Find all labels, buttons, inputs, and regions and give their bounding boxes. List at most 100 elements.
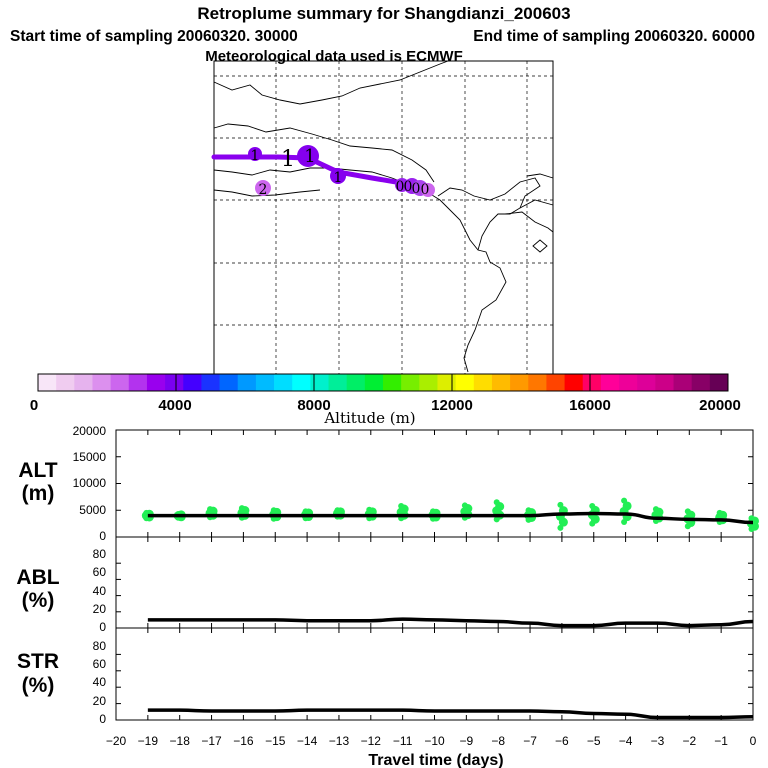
colorbar-cell [346, 374, 366, 391]
end-time-label: End time of sampling 20060320. 60000 [473, 28, 755, 45]
x-tick-label: −12 [361, 734, 382, 748]
x-tick-label: −6 [555, 734, 569, 748]
alt-ytick: 20000 [73, 424, 107, 438]
alt-scatter-point [366, 506, 373, 513]
alt-scatter-point [525, 507, 532, 514]
colorbar-frame [37, 373, 729, 392]
str-ytick: 80 [93, 639, 107, 653]
alt-ytick: 0 [99, 529, 106, 543]
colorbar-cell [146, 374, 166, 391]
x-tick-label: −4 [619, 734, 633, 748]
alt-ytick: 10000 [73, 476, 107, 490]
alt-scatter-point [302, 508, 309, 515]
alt-ytick: 15000 [73, 450, 107, 464]
abl-panel-label: ABL [16, 566, 59, 589]
abl-ytick: 20 [93, 602, 107, 616]
alt-scatter-point [589, 502, 596, 509]
map-marker [255, 180, 271, 196]
abl-ytick: 0 [99, 620, 106, 634]
colorbar-cell [255, 374, 275, 391]
map-marker [248, 147, 262, 161]
x-tick-label: −19 [138, 734, 159, 748]
x-tick-label: −9 [460, 734, 474, 748]
colorbar-cell [510, 374, 529, 391]
colorbar-cell [582, 374, 602, 391]
x-tick-label: −11 [393, 734, 413, 748]
alt-scatter-point [716, 509, 723, 516]
colorbar-cell [219, 374, 239, 391]
colorbar-cell [74, 374, 93, 391]
alt-scatter-point [621, 497, 628, 504]
colorbar-cell [274, 374, 293, 391]
alt-scatter-point [557, 524, 564, 531]
figure-title: Retroplume summary for Shangdianzi_20060… [197, 4, 570, 23]
colorbar-tick: 12000 [431, 397, 473, 414]
colorbar-cell [38, 374, 57, 391]
map-marker [297, 145, 319, 167]
panels-frame [115, 429, 754, 721]
colorbar-cell [600, 374, 620, 391]
altitude-colorbar: 0 4000 8000 12000 16000 20000 Altitude (… [30, 373, 741, 427]
x-tick-label: −13 [329, 734, 350, 748]
map-label: 1 [281, 147, 295, 172]
str-ytick: 40 [93, 675, 107, 689]
colorbar-cell [56, 374, 75, 391]
colorbar-cell [183, 374, 202, 391]
map-graticule [214, 61, 553, 374]
colorbar-cell [473, 374, 493, 391]
abl-ytick: 40 [93, 584, 107, 598]
colorbar-cell [201, 374, 220, 391]
colorbar-cell [110, 374, 130, 391]
map-frame [213, 60, 554, 375]
map-marker [330, 168, 346, 184]
map-label: 1 [304, 146, 315, 167]
colorbar-cell [546, 374, 565, 391]
colorbar-cell [437, 374, 457, 391]
map-label: 2 [259, 182, 268, 198]
colorbar-cell [310, 374, 329, 391]
start-time-label: Start time of sampling 20060320. 30000 [10, 28, 298, 45]
colorbar-title: Altitude (m) [323, 409, 415, 427]
alt-scatter-point [238, 505, 245, 512]
colorbar-cell [419, 374, 438, 391]
abl-ytick: 60 [93, 565, 107, 579]
alt-ytick: 5000 [79, 503, 106, 517]
x-tick-label: −17 [201, 734, 222, 748]
map-label: 0 [396, 179, 405, 195]
str-panel-label: STR [17, 650, 59, 673]
colorbar-cell [165, 374, 184, 391]
colorbar-cell [455, 374, 475, 391]
colorbar-cell [637, 374, 656, 391]
str-ytick: 0 [99, 712, 106, 726]
map-label: 1 [334, 170, 343, 186]
trajectory-labels: 1 1 1 1 2 0 0 0 0 [251, 146, 430, 198]
abl-series-line [147, 617, 754, 628]
alt-panel-unit: (m) [22, 482, 55, 505]
time-series-panels: ALT (m) ABL (%) STR (%) 20000 15000 1000… [16, 424, 759, 768]
colorbar-cell [528, 374, 547, 391]
alt-scatter-point [430, 508, 436, 515]
x-tick-label: −7 [523, 734, 537, 748]
alt-scatter-point [493, 499, 500, 506]
map-label: 0 [404, 179, 413, 195]
colorbar-cell [691, 374, 711, 391]
colorbar-cell [619, 374, 638, 391]
alt-scatter-point [557, 501, 564, 508]
colorbar-cell [491, 374, 511, 391]
x-tick-label: −5 [587, 734, 601, 748]
x-tick-label: −3 [651, 734, 665, 748]
colorbar-cell [128, 374, 148, 391]
coastlines-borders [213, 60, 554, 373]
x-tick-label: −2 [682, 734, 696, 748]
colorbar-cell [328, 374, 348, 391]
alt-scatter-point [652, 506, 659, 513]
colorbar-cell [564, 374, 584, 391]
colorbar-cell [655, 374, 674, 391]
colorbar-cell [364, 374, 384, 391]
alt-scatter-point [207, 506, 214, 513]
alt-scatter-point [334, 507, 341, 514]
x-tick-label: −18 [170, 734, 191, 748]
colorbar-tick: 16000 [569, 397, 611, 414]
alt-scatter-point [684, 508, 691, 515]
